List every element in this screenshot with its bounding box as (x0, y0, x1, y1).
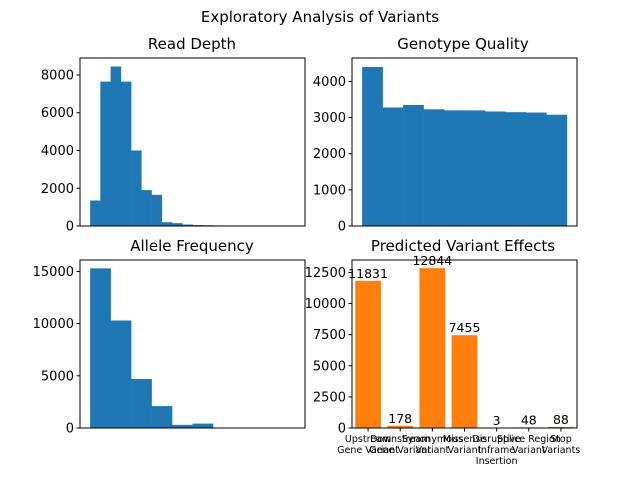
histogram-bar (182, 224, 193, 226)
y-tick-label: 5000 (41, 369, 74, 384)
histogram-bar (505, 112, 527, 226)
category-tick-label: Disruptive Inframe Insertion (472, 434, 521, 467)
histogram-bar (525, 112, 547, 226)
histogram-bar (382, 107, 404, 226)
plot-title: Allele Frequency (130, 237, 254, 255)
histogram-bar (90, 200, 101, 226)
histogram-bar (403, 104, 424, 226)
category-tick-label: Missense Variant (443, 434, 487, 456)
genotype-quality-plot: Genotype Quality 0 1000 2000 3000 4000 (313, 35, 578, 235)
bar-value-label: 3 (493, 413, 501, 428)
y-tick-label: 0 (66, 422, 74, 437)
category-tick-label: Stop Variants (542, 434, 581, 456)
category-tick-label: Upstream Gene Variant (337, 434, 399, 456)
y-tick-label: 2500 (313, 390, 346, 405)
histogram-bar (484, 111, 506, 226)
axes-frame (351, 57, 578, 227)
category-tick-label: Synonymous Variant (402, 434, 463, 456)
effect-bar (355, 280, 381, 428)
histogram-bar (151, 406, 173, 428)
effect-bar (451, 335, 478, 428)
plot-title: Read Depth (148, 35, 236, 53)
histogram-bar (110, 320, 132, 428)
axes-frame (79, 259, 306, 429)
axes-frame (351, 259, 578, 429)
y-tick-label: 4000 (41, 144, 74, 159)
histogram-bar (131, 378, 152, 428)
histogram-bar (546, 114, 568, 226)
category-tick-label: Downstream Gene Variant (369, 434, 431, 456)
bar-value-label: 48 (521, 412, 537, 427)
bar-value-label: 178 (388, 411, 412, 426)
histogram-bar (172, 424, 193, 428)
histogram-bar (131, 150, 142, 226)
plot-title: Predicted Variant Effects (371, 237, 555, 255)
bar-value-label: 88 (553, 412, 569, 427)
histogram-bar (110, 66, 122, 227)
bar-value-label: 12844 (412, 253, 452, 268)
category-tick-label: Splice Region Variant (497, 434, 561, 456)
effect-bar (548, 426, 574, 428)
allele-frequency-plot: Allele Frequency 0 5000 10000 15000 (33, 237, 306, 437)
effect-bar (419, 268, 446, 428)
y-tick-label: 10000 (33, 317, 74, 332)
y-tick-label: 8000 (41, 68, 74, 83)
plot-title: Genotype Quality (397, 35, 529, 53)
histogram-bar (151, 194, 163, 226)
read-depth-plot: Read Depth 0 2000 4000 6000 8000 (41, 35, 306, 235)
histogram-bar (90, 268, 111, 428)
y-tick-label: 0 (338, 422, 346, 437)
bar-value-label: 11831 (348, 266, 388, 281)
y-tick-label: 1000 (313, 183, 346, 198)
predicted-variant-effects-plot: Predicted Variant Effects 11831 Upstream G… (305, 237, 581, 467)
histogram-bar (192, 423, 214, 428)
y-tick-label: 10000 (305, 297, 346, 312)
histogram-bar (423, 109, 445, 226)
y-tick-label: 5000 (313, 359, 346, 374)
y-tick-label: 6000 (41, 106, 74, 121)
y-tick-label: 2000 (313, 147, 346, 162)
y-tick-label: 3000 (313, 111, 346, 126)
histogram-bar (444, 110, 465, 226)
histogram-bar (172, 223, 183, 226)
bar-value-label: 7455 (449, 320, 481, 335)
y-tick-label: 12500 (305, 266, 346, 281)
y-tick-label: 7500 (313, 328, 346, 343)
effect-bar (387, 425, 414, 428)
y-tick-label: 15000 (33, 265, 74, 280)
histogram-bar (464, 110, 486, 226)
figure-title: Exploratory Analysis of Variants (201, 8, 439, 26)
histogram-bar (100, 81, 111, 226)
histogram-bar (120, 81, 132, 226)
histogram-bar (141, 190, 152, 226)
axes-frame (79, 57, 306, 227)
y-tick-label: 0 (338, 220, 346, 235)
histogram-bar (362, 67, 383, 226)
y-tick-label: 0 (66, 220, 74, 235)
y-tick-label: 4000 (313, 75, 346, 90)
y-tick-label: 2000 (41, 182, 74, 197)
histogram-bar (161, 222, 173, 226)
